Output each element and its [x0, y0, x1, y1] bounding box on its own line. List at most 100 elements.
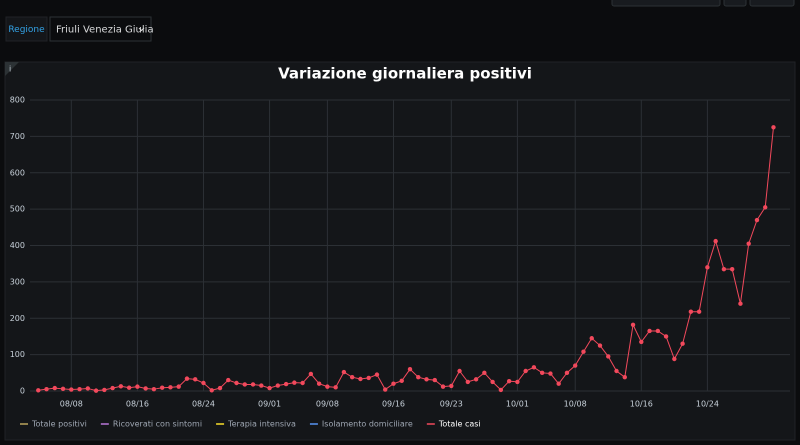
data-point	[209, 388, 214, 393]
data-point	[283, 381, 289, 387]
x-tick-label: 10/16	[630, 400, 653, 409]
data-point	[52, 385, 57, 391]
y-tick-label: 600	[10, 168, 25, 177]
data-point	[85, 386, 91, 391]
data-point	[325, 384, 330, 389]
variable-label: Regione	[8, 25, 45, 35]
y-tick-label: 800	[10, 96, 25, 105]
panel	[4, 61, 796, 441]
info-corner	[5, 62, 19, 76]
data-point	[622, 374, 627, 380]
data-point	[292, 380, 297, 385]
data-point	[341, 369, 347, 375]
data-point	[482, 370, 487, 376]
y-tick-label: 700	[10, 132, 25, 141]
data-point	[399, 378, 404, 384]
data-point	[259, 383, 264, 388]
data-point	[366, 375, 371, 381]
data-point	[581, 349, 586, 354]
data-point	[721, 266, 727, 272]
top-button[interactable]	[611, 0, 721, 7]
legend-label[interactable]: Isolamento domiciliare	[322, 420, 413, 429]
data-point	[738, 301, 743, 306]
top-button[interactable]	[723, 0, 747, 7]
y-tick-label: 0	[20, 387, 25, 396]
variable-value[interactable]: Friuli Venezia Giulia	[56, 25, 154, 36]
data-point	[383, 387, 388, 392]
legend-label[interactable]: Totale casi	[438, 420, 481, 429]
y-tick-label: 100	[10, 350, 25, 359]
data-point	[606, 354, 611, 359]
data-point	[242, 382, 247, 387]
data-point	[77, 386, 82, 392]
data-point	[300, 380, 305, 386]
dropdown-caret	[138, 27, 145, 32]
data-point	[597, 343, 603, 348]
x-tick-label: 08/24	[192, 400, 215, 409]
data-point	[102, 387, 107, 393]
data-point	[184, 376, 190, 381]
data-point	[176, 384, 181, 389]
variable-dropdown[interactable]	[49, 16, 152, 42]
data-point	[275, 383, 281, 388]
data-point	[193, 377, 198, 382]
data-point	[457, 368, 462, 374]
legend-label[interactable]: Ricoverati con sintomi	[113, 420, 202, 429]
data-point	[250, 382, 256, 387]
data-point	[564, 370, 570, 376]
data-point	[490, 379, 495, 385]
data-point	[630, 322, 636, 327]
y-tick-label: 500	[10, 205, 25, 214]
data-point	[93, 388, 99, 393]
data-point	[754, 217, 760, 223]
data-point	[226, 377, 231, 383]
data-point	[143, 386, 148, 391]
data-point	[556, 381, 561, 386]
data-point	[746, 241, 751, 246]
data-point	[126, 385, 132, 390]
data-point	[589, 336, 594, 341]
legend: Totale positivi Ricoverati con sintomi Ter…	[20, 420, 481, 429]
x-tick-label: 09/01	[258, 400, 281, 409]
data-point	[118, 384, 124, 389]
data-point	[407, 366, 413, 372]
data-point	[655, 328, 661, 334]
data-point	[506, 378, 512, 384]
data-point	[424, 377, 429, 382]
data-point	[159, 385, 165, 390]
x-tick-label: 10/01	[506, 400, 529, 409]
x-tick-label: 10/08	[564, 400, 587, 409]
data-point	[548, 371, 553, 376]
data-point	[680, 341, 685, 346]
x-tick-label: 09/08	[316, 400, 339, 409]
data-point	[573, 363, 578, 368]
legend-label[interactable]: Totale positivi	[31, 420, 87, 429]
data-point	[688, 309, 694, 314]
data-point	[531, 365, 537, 370]
data-point	[36, 388, 41, 393]
x-tick-label: 08/16	[126, 400, 149, 409]
data-point	[647, 328, 652, 334]
grid: 0 100 200 300 400 500 600 700 800 08/08 08/16 08/24…	[10, 96, 790, 409]
top-button[interactable]	[749, 0, 795, 7]
x-tick-label: 08/08	[60, 400, 83, 409]
legend-label[interactable]: Terapia intensiva	[227, 420, 296, 429]
panel-title: Variazione giornaliera positivi	[278, 65, 532, 83]
variable-label-box	[5, 16, 48, 42]
data-point	[316, 381, 322, 386]
data-point	[217, 385, 223, 391]
data-point	[374, 372, 380, 377]
data-point	[416, 374, 421, 380]
x-tick-label: 10/24	[696, 400, 719, 409]
y-tick-label: 200	[10, 314, 25, 323]
data-point	[69, 387, 74, 392]
data-point	[639, 339, 644, 345]
data-point	[663, 334, 669, 339]
y-tick-label: 300	[10, 277, 25, 286]
data-point	[705, 265, 710, 270]
data-point	[432, 377, 437, 383]
data-point	[465, 379, 471, 385]
data-point	[614, 368, 619, 374]
